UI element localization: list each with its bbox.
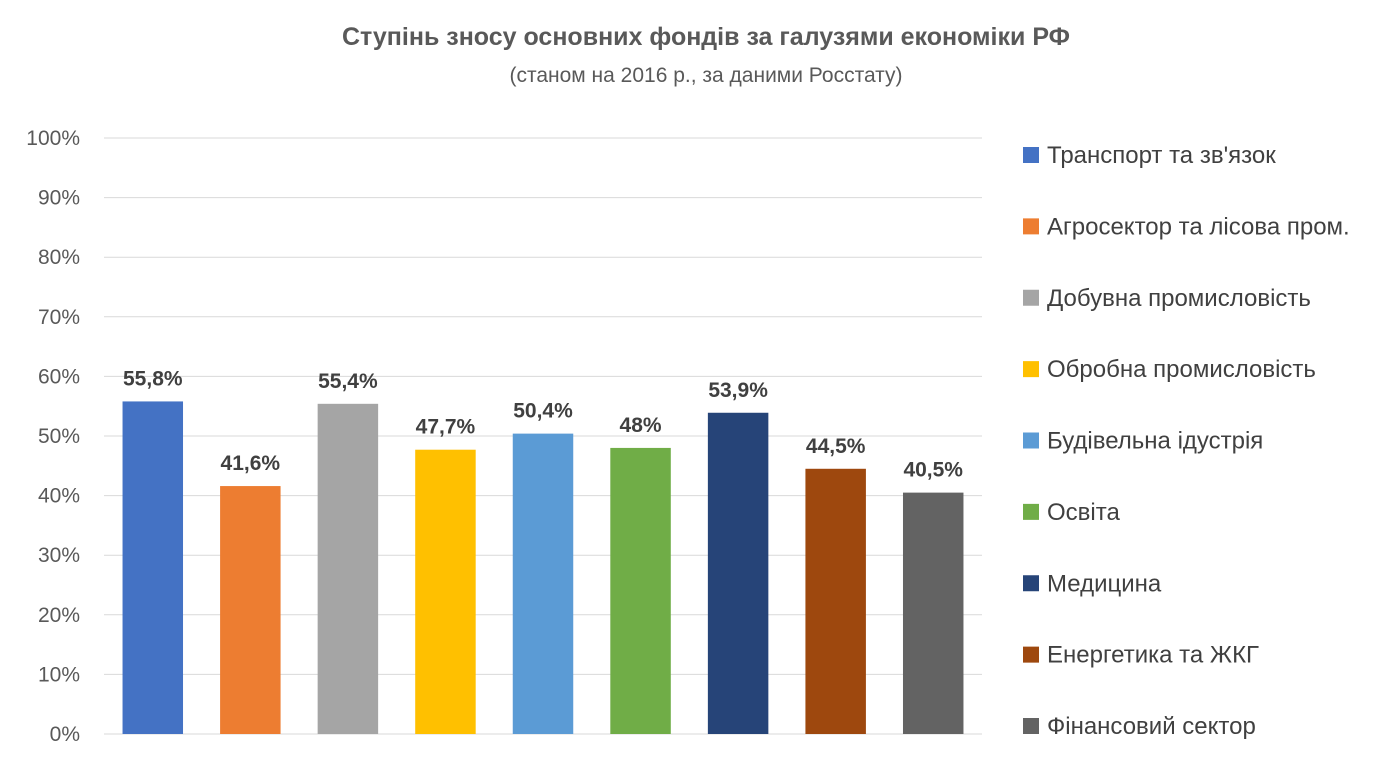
y-tick-label: 10% (38, 663, 80, 686)
legend-entry: Транспорт та зв'язок (1047, 142, 1276, 169)
data-label: 40,5% (903, 459, 963, 482)
data-label: 55,8% (123, 367, 183, 390)
legend-swatch (1023, 646, 1039, 663)
chart-title: Ступінь зносу основних фондів за галузям… (342, 23, 1070, 51)
y-tick-label: 100% (26, 127, 80, 150)
data-label: 47,7% (416, 416, 476, 439)
chart-subtitle: (станом на 2016 р., за даними Росстату) (509, 64, 902, 87)
legend-swatch (1023, 718, 1039, 734)
data-label: 53,9% (708, 379, 768, 402)
y-tick-label: 0% (50, 723, 80, 746)
y-tick-label: 80% (38, 246, 80, 269)
bar (707, 412, 769, 734)
legend-entry: Агросектор та лісова пром. (1047, 213, 1350, 240)
y-tick-label: 90% (38, 187, 80, 210)
bar (317, 403, 379, 734)
legend-swatch (1023, 503, 1039, 520)
legend-entry: Обробна промисловість (1047, 356, 1316, 383)
bar (902, 492, 964, 734)
data-label: 55,4% (318, 370, 378, 393)
legend-entry: Енергетика та ЖКГ (1047, 642, 1259, 669)
legend-entry: Фінансовий сектор (1047, 713, 1256, 740)
bar (512, 433, 574, 734)
bar (805, 468, 866, 734)
legend-entry: Медицина (1047, 570, 1162, 597)
data-label: 48% (620, 414, 662, 437)
y-axis-ticks: 0% 10% 20% 30% 40% 50% 60% 70% 80% 90% 100% (26, 127, 80, 746)
bars (122, 401, 964, 734)
data-label: 50,4% (513, 400, 573, 423)
data-label: 44,5% (806, 435, 866, 458)
legend-entry: Будівельна ідустрія (1047, 428, 1263, 455)
y-tick-label: 40% (38, 485, 80, 508)
y-tick-label: 70% (38, 306, 80, 329)
bar (122, 401, 184, 734)
data-labels: 55,8% 41,6% 55,4% 47,7% 50,4% 48% 53,9% 44,5% 40… (123, 367, 963, 481)
legend-swatch (1023, 147, 1039, 163)
legend-swatch (1023, 432, 1039, 449)
y-tick-label: 30% (38, 544, 80, 567)
y-tick-label: 60% (38, 365, 80, 388)
y-tick-label: 50% (38, 425, 80, 448)
bar (220, 486, 281, 734)
legend-entry: Освіта (1047, 499, 1120, 526)
legend-swatch (1023, 361, 1039, 378)
legend: Транспорт та зв'язок Агросектор та лісова… (1023, 142, 1350, 740)
data-label: 41,6% (221, 452, 281, 475)
legend-entry: Добувна промисловість (1047, 285, 1311, 312)
legend-swatch (1023, 575, 1039, 592)
bar (415, 449, 476, 734)
bar (610, 447, 671, 734)
y-tick-label: 20% (38, 604, 80, 627)
legend-swatch (1023, 218, 1039, 235)
legend-swatch (1023, 289, 1039, 306)
